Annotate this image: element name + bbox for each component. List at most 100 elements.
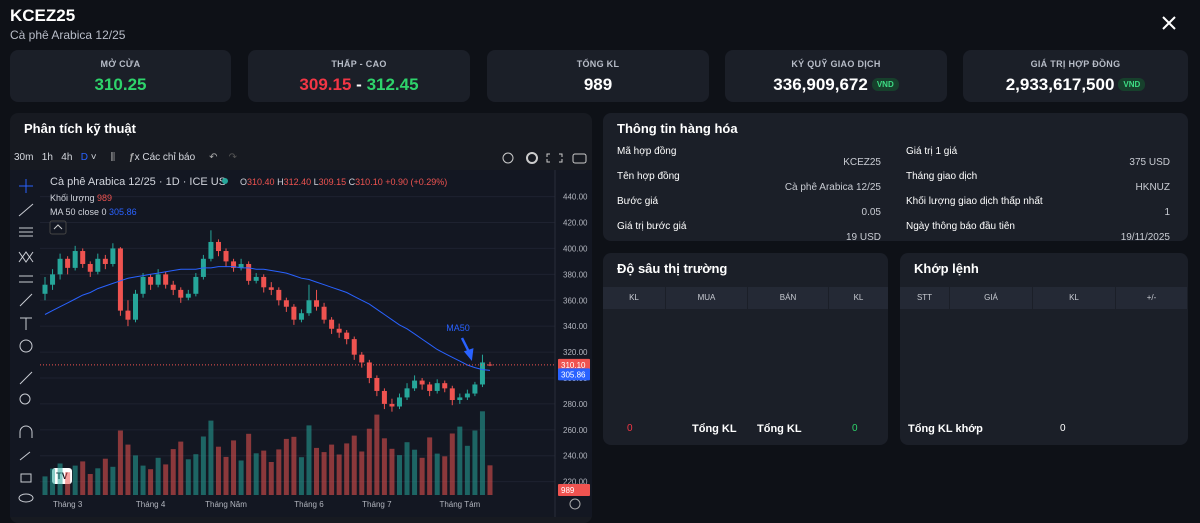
close-button[interactable]	[1160, 14, 1178, 32]
volume-bar	[487, 465, 493, 495]
volume-bar	[80, 461, 86, 495]
info-value: 19 USD	[845, 232, 881, 243]
tool-line[interactable]	[18, 203, 34, 217]
tool-fib[interactable]	[19, 227, 33, 237]
tool-zoom[interactable]	[19, 393, 31, 405]
ohlc-legend: O310.40 H312.40 L309.15 C310.10 +0.90 (+…	[240, 177, 447, 187]
x-tick-label: Tháng 6	[294, 500, 324, 509]
redo[interactable]: ↷	[228, 152, 237, 163]
volume-bar	[223, 456, 229, 495]
title: KCEZ25	[10, 6, 76, 25]
chart-style[interactable]: ⫼	[110, 152, 116, 163]
depth-panel	[603, 253, 888, 445]
candle-body	[57, 258, 63, 275]
volume-bar	[140, 465, 146, 495]
volume-bar	[65, 472, 71, 495]
tool-pattern[interactable]	[18, 251, 34, 263]
volume-bar	[117, 430, 123, 495]
candle-body	[321, 306, 327, 320]
unit-badge: VND	[871, 78, 899, 91]
settings-icon[interactable]	[569, 498, 581, 510]
fullscreen-icon[interactable]	[546, 153, 563, 163]
tool-eye[interactable]	[18, 493, 34, 503]
volume-bar	[238, 460, 244, 495]
last-price-tag: 310.10	[561, 361, 586, 370]
volume-bar	[404, 442, 410, 495]
info-row: Tháng giao dịch HKNUZ	[906, 171, 1170, 193]
volume-bar	[125, 444, 131, 495]
candle-body	[306, 300, 312, 314]
candle-body	[283, 300, 289, 307]
tool-ruler[interactable]	[19, 371, 33, 385]
volume-bar	[72, 465, 78, 495]
stat-card: THẤP - CAO 309.15 - 312.45	[248, 50, 470, 102]
chart: Cà phê Arabica 12/25 · 1D · ICE US O310.…	[40, 170, 590, 517]
candle-body	[87, 263, 93, 272]
tool-forecast[interactable]	[19, 275, 33, 283]
tool-cross[interactable]	[19, 179, 33, 193]
stat-label: GIÁ TRỊ HỢP ĐỒNG	[1030, 59, 1121, 69]
volume-bar	[314, 447, 320, 495]
y-tick-label: 400.00	[563, 244, 588, 253]
ohlc-value: 310.10	[355, 177, 383, 187]
tool-brush[interactable]	[19, 293, 33, 307]
candle-body	[479, 362, 485, 385]
footer-cell: Tổng KL	[757, 423, 802, 435]
toolbar-icons	[502, 152, 587, 164]
interval[interactable]: 30m	[14, 152, 34, 163]
last-price-tag-bg	[558, 358, 590, 371]
indicators-label: Các chỉ báo	[142, 152, 196, 163]
collapse-button[interactable]	[49, 220, 67, 235]
volume-bar	[366, 428, 372, 495]
x-tick-label: Tháng 4	[136, 500, 166, 509]
ma-tag: 305.86	[561, 370, 586, 379]
info-value: HKNUZ	[1135, 182, 1170, 193]
interval[interactable]: 4h	[61, 152, 73, 163]
volume-bar	[163, 464, 169, 495]
volume-bar	[306, 425, 312, 495]
stat-card: TỔNG KL 989	[487, 50, 709, 102]
column-header: KL	[1033, 287, 1115, 309]
info-value: 375 USD	[1129, 157, 1170, 168]
y-tick-label: 360.00	[563, 296, 588, 305]
tool-magnet[interactable]	[19, 425, 33, 438]
candle-body	[178, 289, 184, 298]
volume-bar	[449, 433, 455, 495]
search-icon[interactable]	[502, 152, 514, 164]
footer-cell: Tổng KL khớp	[908, 423, 983, 435]
tool-emoji[interactable]	[19, 339, 33, 353]
candle-body	[80, 251, 86, 264]
volume-bar	[193, 454, 199, 495]
y-tick-label: 340.00	[563, 322, 588, 331]
candle-body	[374, 377, 380, 391]
y-tick-label: 440.00	[563, 193, 588, 202]
candle-body	[404, 388, 410, 398]
chart-symbol: Cà phê Arabica 12/25 · 1D · ICE US	[50, 176, 226, 188]
indicators-button[interactable]: ƒx Các chỉ báo	[129, 152, 196, 163]
interval[interactable]: D	[80, 152, 88, 163]
candle-body	[170, 284, 176, 290]
volume-bar	[261, 450, 267, 495]
info-row: Ngày thông báo đầu tiên 19/11/2025	[906, 221, 1170, 243]
panel-title: Thông tin hàng hóa	[617, 121, 738, 136]
tool-pen[interactable]	[19, 451, 31, 461]
candle-body	[193, 276, 199, 294]
tool-lock[interactable]	[20, 473, 32, 483]
candle-body	[42, 284, 48, 294]
camera-icon[interactable]	[572, 153, 587, 164]
annotation: MA50	[446, 323, 470, 333]
volume-bar	[102, 458, 108, 495]
x-tick-label: Tháng 3	[53, 500, 83, 509]
info-row: Giá trị bước giá 19 USD	[617, 221, 881, 243]
undo[interactable]: ↶	[209, 152, 218, 163]
info-row: Tên hợp đồng Cà phê Arabica 12/25	[617, 171, 881, 193]
interval[interactable]: 1h	[41, 152, 53, 163]
stat-label: KÝ QUỸ GIAO DỊCH	[791, 59, 881, 69]
info-label: Giá trị 1 giá	[906, 146, 958, 157]
column-header: BÁN	[748, 287, 828, 309]
y-tick-label: 260.00	[563, 426, 588, 435]
volume-bar	[268, 462, 274, 495]
settings-icon[interactable]	[526, 152, 538, 164]
tool-text[interactable]	[20, 317, 32, 330]
panel-title: Phân tích kỹ thuật	[24, 121, 136, 136]
